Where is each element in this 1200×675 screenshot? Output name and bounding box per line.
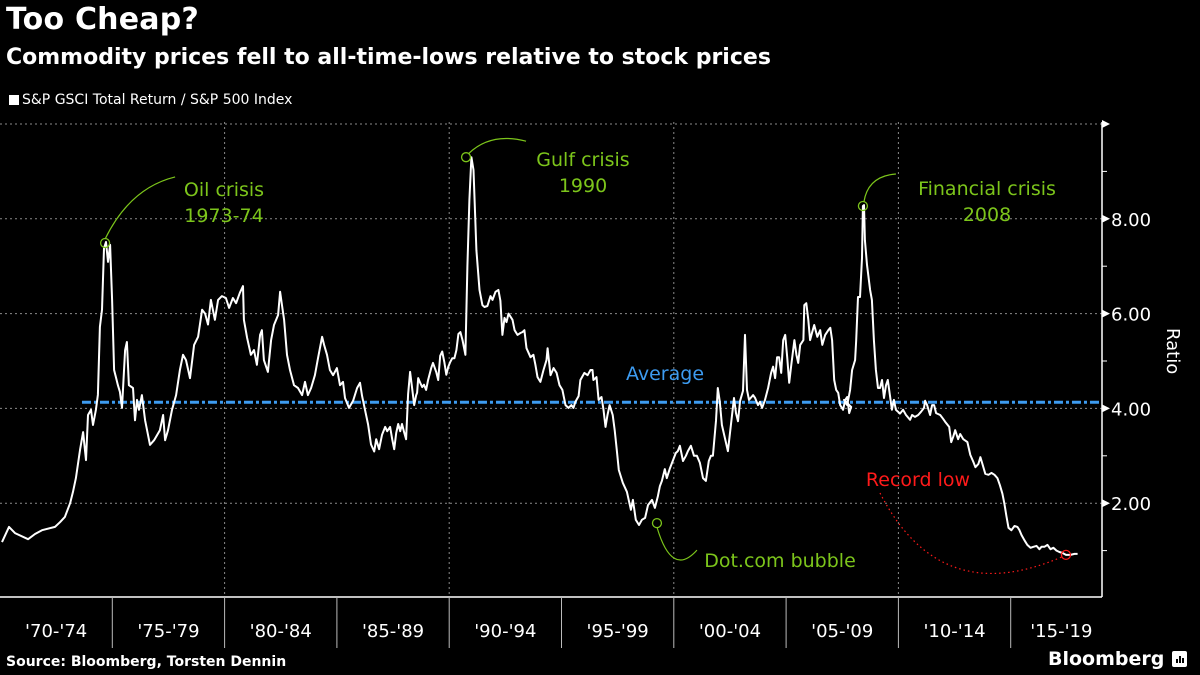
x-tick-label: '85-'89	[362, 621, 424, 642]
average-label: Average	[626, 363, 704, 385]
x-tick-label: '00-'04	[699, 621, 761, 642]
y-tick-marker	[1102, 120, 1110, 128]
series-line	[1, 156, 1078, 556]
chart-title: Too Cheap?	[6, 2, 199, 37]
annotation-marker	[857, 200, 869, 212]
x-tick-label: '70-'74	[25, 621, 87, 642]
x-tick-label: '15-'19	[1030, 621, 1092, 642]
y-tick-marker	[1102, 309, 1110, 318]
y-axis: 2.00 4.00 6.00 8.00	[1101, 120, 1151, 597]
annotation-marker	[651, 517, 663, 529]
annotation-leader	[104, 176, 176, 240]
annotations: Oil crisis 1973-74 Gulf crisis 1990 Financia…	[99, 137, 1072, 575]
annotation-oil-crisis: Oil crisis 1973-74	[99, 176, 264, 249]
y-tick-label: 4.00	[1111, 399, 1151, 420]
y-tick-label: 8.00	[1111, 210, 1151, 231]
annotation-leader	[879, 492, 1063, 575]
y-tick-marker	[1102, 404, 1110, 413]
brand-name: Bloomberg	[1048, 648, 1165, 670]
annotation-gulf-crisis: Gulf crisis 1990	[460, 137, 630, 197]
annotation-label: Dot.com bubble	[704, 550, 856, 572]
x-tick-label: '90-'94	[474, 621, 536, 642]
annotation-label: Record low	[866, 469, 970, 491]
legend-label: S&P GSCI Total Return / S&P 500 Index	[22, 92, 293, 108]
x-axis: '70-'74 '75-'79 '80-'84 '85-'89 '90-'94 '95-'…	[0, 596, 1102, 648]
y-tick-label: 6.00	[1111, 305, 1151, 326]
x-tick-label: '05-'09	[811, 621, 873, 642]
annotation-label: Oil crisis	[184, 179, 264, 201]
y-tick-marker	[1102, 214, 1110, 223]
brand-logo: Bloomberg	[1048, 648, 1188, 670]
legend: S&P GSCI Total Return / S&P 500 Index	[9, 92, 292, 108]
annotation-label: 1973-74	[184, 205, 263, 227]
bloomberg-chart-icon	[1172, 651, 1188, 667]
y-axis-label: Ratio	[1162, 328, 1183, 374]
x-tick-label: '95-'99	[587, 621, 649, 642]
annotation-label: Financial crisis	[918, 178, 1056, 200]
annotation-record-low: Record low	[866, 469, 1072, 575]
annotation-leader	[468, 137, 527, 154]
legend-swatch	[9, 95, 19, 105]
annotation-dotcom-bubble: Dot.com bubble	[651, 517, 856, 572]
annotation-marker	[460, 152, 472, 163]
annotation-financial-crisis: Financial crisis 2008	[857, 173, 1056, 226]
annotation-leader	[656, 526, 698, 561]
gridlines	[0, 122, 1102, 597]
annotation-label: Gulf crisis	[536, 149, 629, 171]
annotation-marker	[1060, 549, 1072, 561]
x-tick-label: '80-'84	[250, 621, 312, 642]
x-tick-label: '75-'79	[137, 621, 199, 642]
source-note: Source: Bloomberg, Torsten Dennin	[6, 654, 287, 670]
annotation-label: 2008	[963, 204, 1011, 226]
chart-subtitle: Commodity prices fell to all-time-lows r…	[6, 45, 771, 70]
y-tick-marker	[1102, 499, 1110, 508]
x-tick-label: '10-'14	[923, 621, 985, 642]
y-tick-label: 2.00	[1111, 494, 1151, 515]
annotation-label: 1990	[559, 175, 607, 197]
annotation-marker	[99, 237, 111, 249]
annotation-leader	[863, 173, 896, 203]
